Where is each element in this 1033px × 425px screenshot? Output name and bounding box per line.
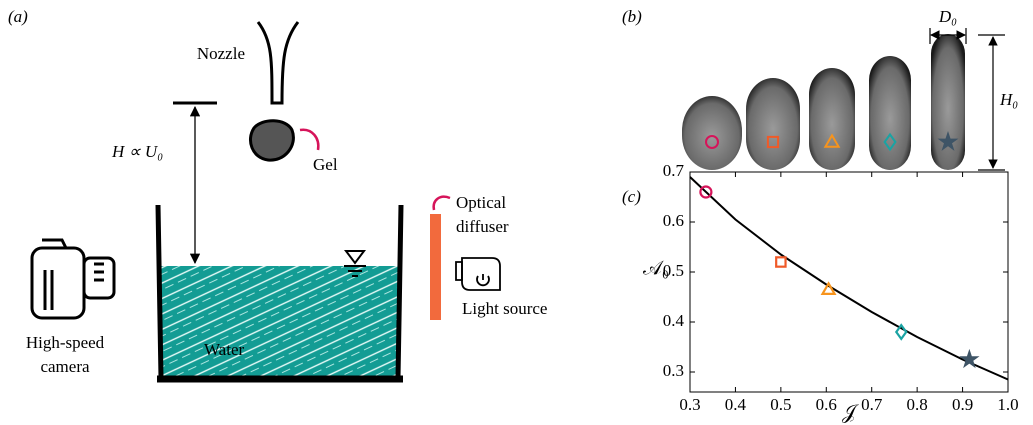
water [161, 266, 398, 376]
y-tick-label: 0.4 [663, 311, 685, 330]
x-tick-label: 0.3 [679, 395, 700, 414]
y-axis-label: 𝒜₀ [643, 258, 669, 280]
camera-label: camera [40, 357, 90, 376]
y-tick-label: 0.3 [663, 361, 684, 380]
fit-line [690, 177, 1008, 380]
data-point [823, 283, 835, 293]
water-label: Water [204, 340, 244, 359]
gel [250, 121, 293, 160]
diffuser-pointer [434, 197, 450, 210]
optical-diffuser [430, 214, 441, 320]
height-label: H ∝ U₀ [111, 142, 163, 161]
drop [682, 96, 742, 170]
drop [809, 68, 855, 170]
x-tick-label: 0.7 [861, 395, 883, 414]
x-tick-label: 0.6 [816, 395, 837, 414]
panel-label: (c) [622, 187, 641, 206]
gel-label: Gel [313, 155, 338, 174]
x-tick-label: 0.9 [952, 395, 973, 414]
drop-height-label: H₀ [999, 90, 1018, 109]
camera [32, 240, 114, 318]
light-source [456, 258, 500, 290]
drop-images [682, 30, 978, 172]
x-tick-label: 0.5 [770, 395, 791, 414]
diffuser-label: Optical [456, 193, 506, 212]
width-label: D₀ [938, 7, 957, 26]
diffuser-label: diffuser [456, 217, 509, 236]
drop [869, 56, 911, 170]
nozzle [258, 22, 298, 103]
data-point [963, 352, 977, 365]
x-tick-label: 0.8 [907, 395, 928, 414]
figure: (a) Nozzle Gel H ∝ U₀ Water High-speed c… [0, 0, 1033, 425]
drop [746, 78, 800, 170]
y-tick-label: 0.7 [663, 161, 685, 180]
drop [931, 34, 965, 170]
x-tick-label: 0.4 [725, 395, 747, 414]
nozzle-label: Nozzle [197, 44, 245, 63]
gel-pointer [300, 130, 318, 150]
camera-label: High-speed [26, 333, 105, 352]
x-tick-label: 1.0 [997, 395, 1018, 414]
panel-label: (b) [622, 7, 642, 26]
light-label: Light source [462, 299, 547, 318]
y-tick-label: 0.6 [663, 211, 684, 230]
x-axis-label: 𝒥 [842, 402, 859, 424]
data-point [776, 257, 785, 266]
panel-label: (a) [8, 7, 28, 26]
